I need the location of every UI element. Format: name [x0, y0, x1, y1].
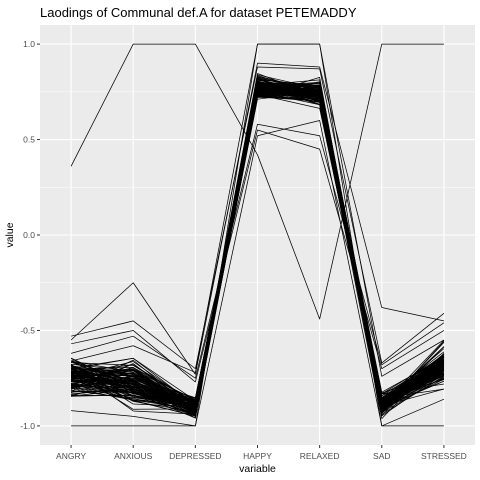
- x-tick-label: HAPPY: [243, 451, 272, 461]
- y-tick-label: 0.5: [23, 135, 35, 145]
- series-line: [70, 62, 445, 375]
- x-tick-label: ANGRY: [56, 451, 86, 461]
- series-line: [70, 123, 445, 379]
- series-line: [71, 86, 445, 416]
- series-line: [70, 89, 445, 414]
- series-line: [70, 43, 444, 320]
- series-line: [70, 129, 445, 383]
- series-lines: [70, 43, 445, 427]
- y-axis-tick-labels: 1.0 0.5 0.0 -0.5 -1.0: [20, 39, 35, 431]
- series-line: [70, 66, 445, 370]
- y-tick-label: -1.0: [20, 421, 35, 431]
- series-line: [71, 89, 445, 408]
- y-tick-label: -0.5: [20, 325, 35, 335]
- chart-title: Laodings of Communal def.A for dataset P…: [40, 5, 357, 20]
- series-line: [71, 120, 445, 427]
- x-axis-title: variable: [239, 463, 276, 475]
- x-tick-label: ANXIOUS: [114, 451, 153, 461]
- x-tick-label: STRESSED: [421, 451, 467, 461]
- y-tick-label: 0.0: [23, 230, 35, 240]
- series-line: [71, 82, 445, 405]
- x-tick-label: SAD: [373, 451, 390, 461]
- y-axis-title: value: [4, 222, 16, 247]
- x-tick-label: RELAXED: [300, 451, 340, 461]
- x-axis-tick-labels: ANGRY ANXIOUS DEPRESSED HAPPY RELAXED SAD STRE…: [56, 451, 467, 461]
- series-line: [70, 91, 445, 408]
- y-tick-label: 1.0: [23, 39, 35, 49]
- series-line: [70, 43, 445, 377]
- x-axis-ticks: [70, 445, 445, 448]
- series-line: [71, 73, 445, 407]
- y-axis-ticks: [37, 43, 40, 427]
- x-tick-label: DEPRESSED: [169, 451, 221, 461]
